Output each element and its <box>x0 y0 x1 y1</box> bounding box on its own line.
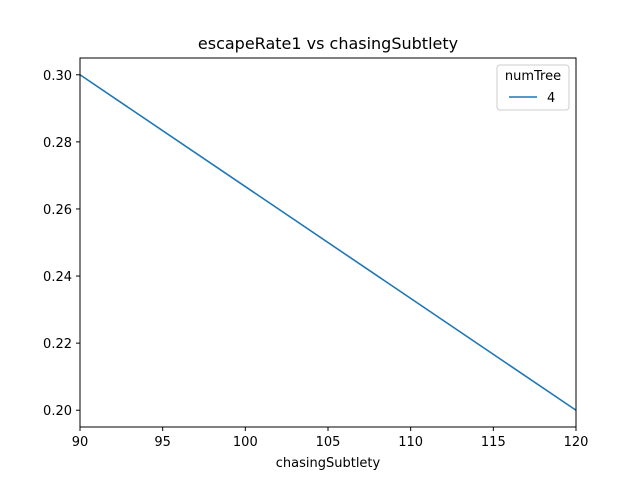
x-tick-label: 110 <box>398 435 423 450</box>
x-tick-label: 100 <box>233 435 258 450</box>
x-tick-label: 95 <box>154 435 171 450</box>
plot-frame <box>79 57 577 428</box>
legend-box <box>496 64 570 111</box>
legend: numTree 4 <box>496 64 570 111</box>
series-line <box>79 74 577 411</box>
y-tick-label: 0.30 <box>43 69 72 84</box>
y-tick-label: 0.28 <box>43 136 72 151</box>
x-axis-ticks: 90 95 100 105 110 115 120 <box>72 427 589 450</box>
series-layer <box>79 74 577 411</box>
x-axis-label: chasingSubtlety <box>276 456 381 471</box>
x-tick-label: 115 <box>481 435 506 450</box>
x-tick-label: 105 <box>316 435 341 450</box>
x-tick-label: 90 <box>72 435 89 450</box>
chart-title: escapeRate1 vs chasingSubtlety <box>198 34 458 53</box>
x-tick-label: 120 <box>564 435 589 450</box>
y-tick-label: 0.26 <box>43 203 72 218</box>
y-tick-label: 0.20 <box>43 404 72 419</box>
legend-title: numTree <box>505 69 561 84</box>
y-tick-label: 0.22 <box>43 337 72 352</box>
y-axis-ticks: 0.20 0.22 0.24 0.26 0.28 0.30 <box>43 69 80 419</box>
y-tick-label: 0.24 <box>43 270 72 285</box>
legend-label: 4 <box>547 91 555 106</box>
